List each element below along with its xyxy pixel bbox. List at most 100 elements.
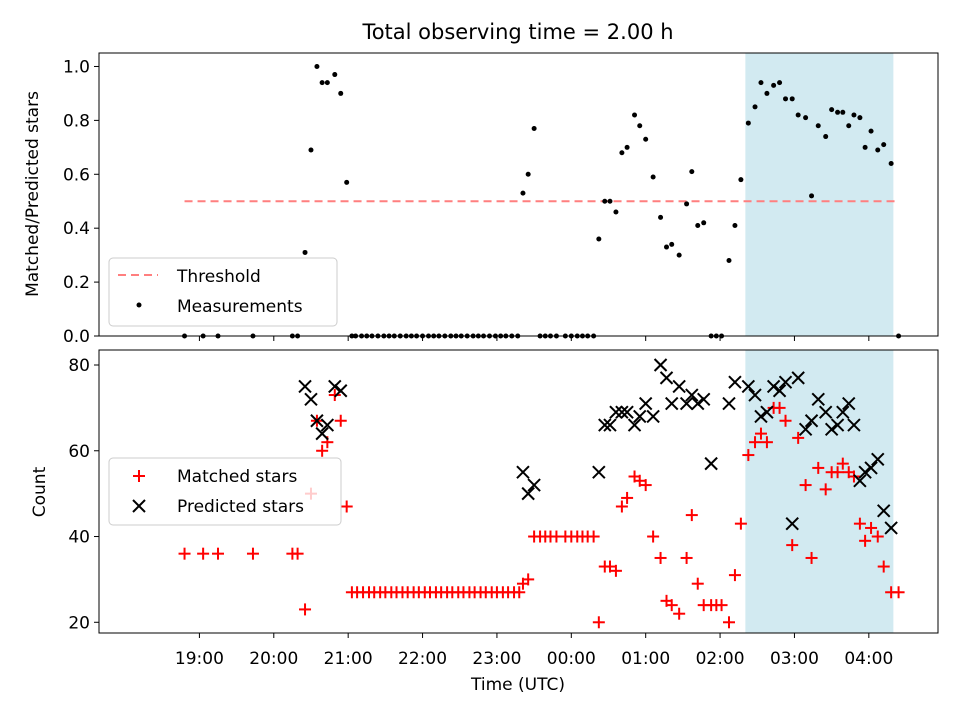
measurement-point (809, 193, 815, 199)
predicted-star-point (741, 379, 756, 394)
matched-star-point (792, 431, 805, 444)
measurement-point (643, 136, 649, 142)
measurement-point (764, 90, 770, 96)
matched-star-point (831, 466, 844, 479)
predicted-star-point (871, 452, 885, 467)
matched-star-point (691, 577, 704, 590)
predicted-star-point (798, 422, 813, 437)
measurement-point (701, 220, 707, 226)
measurement-point (695, 222, 701, 228)
matched-star-point (728, 569, 741, 582)
measurement-point (324, 80, 330, 86)
predicted-star-point (638, 396, 653, 411)
measurement-point (344, 179, 350, 185)
measurement-point (758, 80, 764, 86)
measurements-series (182, 63, 902, 339)
x-tick-label: 01:00 (621, 649, 670, 669)
predicted-star-point (804, 414, 819, 428)
measurement-point (745, 120, 751, 126)
predicted-star-point (876, 504, 891, 518)
measurement-point (650, 174, 656, 180)
y-axis-ticks-bottom: 20 40 60 80 (68, 356, 99, 633)
legend-box-top (108, 257, 338, 327)
matched-star-point (799, 479, 812, 492)
x-tick-label: 21:00 (324, 649, 373, 669)
matched-star-point (734, 517, 747, 530)
matched-star-point (892, 586, 905, 599)
predicted-star-point (679, 396, 694, 411)
measurement-point (857, 115, 863, 121)
x-tick-label: 00:00 (547, 649, 596, 669)
matched-star-point (212, 547, 225, 560)
matched-star-point (522, 573, 535, 586)
matched-star-point (334, 414, 347, 427)
matched-star-point (246, 547, 259, 560)
predicted-star-point (685, 388, 699, 402)
measurement-point (308, 147, 314, 153)
predicted-star-point (818, 405, 833, 419)
measurement-point (835, 109, 841, 115)
measurement-point (658, 214, 664, 220)
matched-star-point (609, 564, 622, 577)
chart-title: Total observing time = 2.00 h (361, 20, 673, 44)
predicted-star-point (615, 405, 629, 419)
y-tick-label: 60 (68, 442, 90, 462)
measurement-point (613, 209, 619, 215)
measurement-point (732, 222, 738, 228)
matched-star-point (299, 603, 312, 616)
predicted-star-point (824, 422, 839, 437)
x-axis-ticks-bottom: 19:00 20:00 21:00 22:00 23:00 00:00 01:00 02:00… (175, 633, 893, 669)
measurement-point (823, 134, 829, 140)
predicted-star-point (603, 418, 617, 432)
matched-star-point (178, 547, 191, 560)
predicted-star-point (627, 418, 642, 432)
x-tick-label: 19:00 (175, 649, 224, 669)
predicted-star-point (696, 392, 711, 407)
y-axis-label-top: Matched/Predicted stars (23, 91, 43, 297)
observing-window-shade-bottom (745, 350, 894, 633)
matched-star-point (754, 427, 767, 440)
legend-predicted-label: Predicted stars (177, 497, 304, 517)
measurement-point (789, 96, 795, 102)
predicted-star-point (672, 379, 686, 394)
matched-star-point (859, 534, 872, 547)
matched-star-point (621, 491, 634, 504)
y-axis-label-bottom: Count (30, 466, 50, 517)
y-tick-label: 20 (68, 613, 90, 633)
predicted-star-point (704, 456, 718, 471)
measurement-point (684, 201, 690, 207)
matched-star-point (291, 547, 304, 560)
matched-star-point (513, 586, 526, 599)
measurement-point (302, 249, 308, 255)
measurement-point (676, 252, 682, 258)
y-tick-label: 0.0 (63, 327, 90, 347)
y-tick-label: 0.4 (63, 219, 90, 239)
predicted-star-point (853, 474, 867, 488)
predicted-star-point (328, 379, 342, 394)
measurement-point (726, 258, 732, 264)
measurement-point (771, 82, 777, 88)
predicted-star-point (858, 465, 872, 479)
predicted-star-point (836, 405, 850, 419)
matched-star-point (680, 551, 693, 564)
predicted-star-point (609, 405, 623, 419)
y-tick-label: 1.0 (63, 57, 90, 77)
legend-matched-label: Matched stars (177, 467, 297, 487)
axes-frame-top (98, 52, 939, 337)
legend-measurements-label: Measurements (177, 297, 303, 317)
legend-threshold-label: Threshold (176, 267, 261, 287)
predicted-star-point (304, 392, 318, 407)
legend-bottom: Matched stars Predicted stars (108, 457, 342, 526)
legend-box-bottom (108, 457, 342, 526)
predicted-star-point (811, 392, 825, 407)
predicted-star-point (659, 371, 674, 385)
x-tick-label: 02:00 (696, 649, 745, 669)
matched-star-point (749, 436, 762, 449)
matched-star-point (673, 607, 686, 620)
predicted-star-point (691, 396, 705, 411)
measurement-point (803, 115, 809, 121)
measurement-point (846, 123, 852, 129)
predicted-star-point (791, 371, 805, 385)
legend-predicted-swatch (132, 499, 146, 513)
